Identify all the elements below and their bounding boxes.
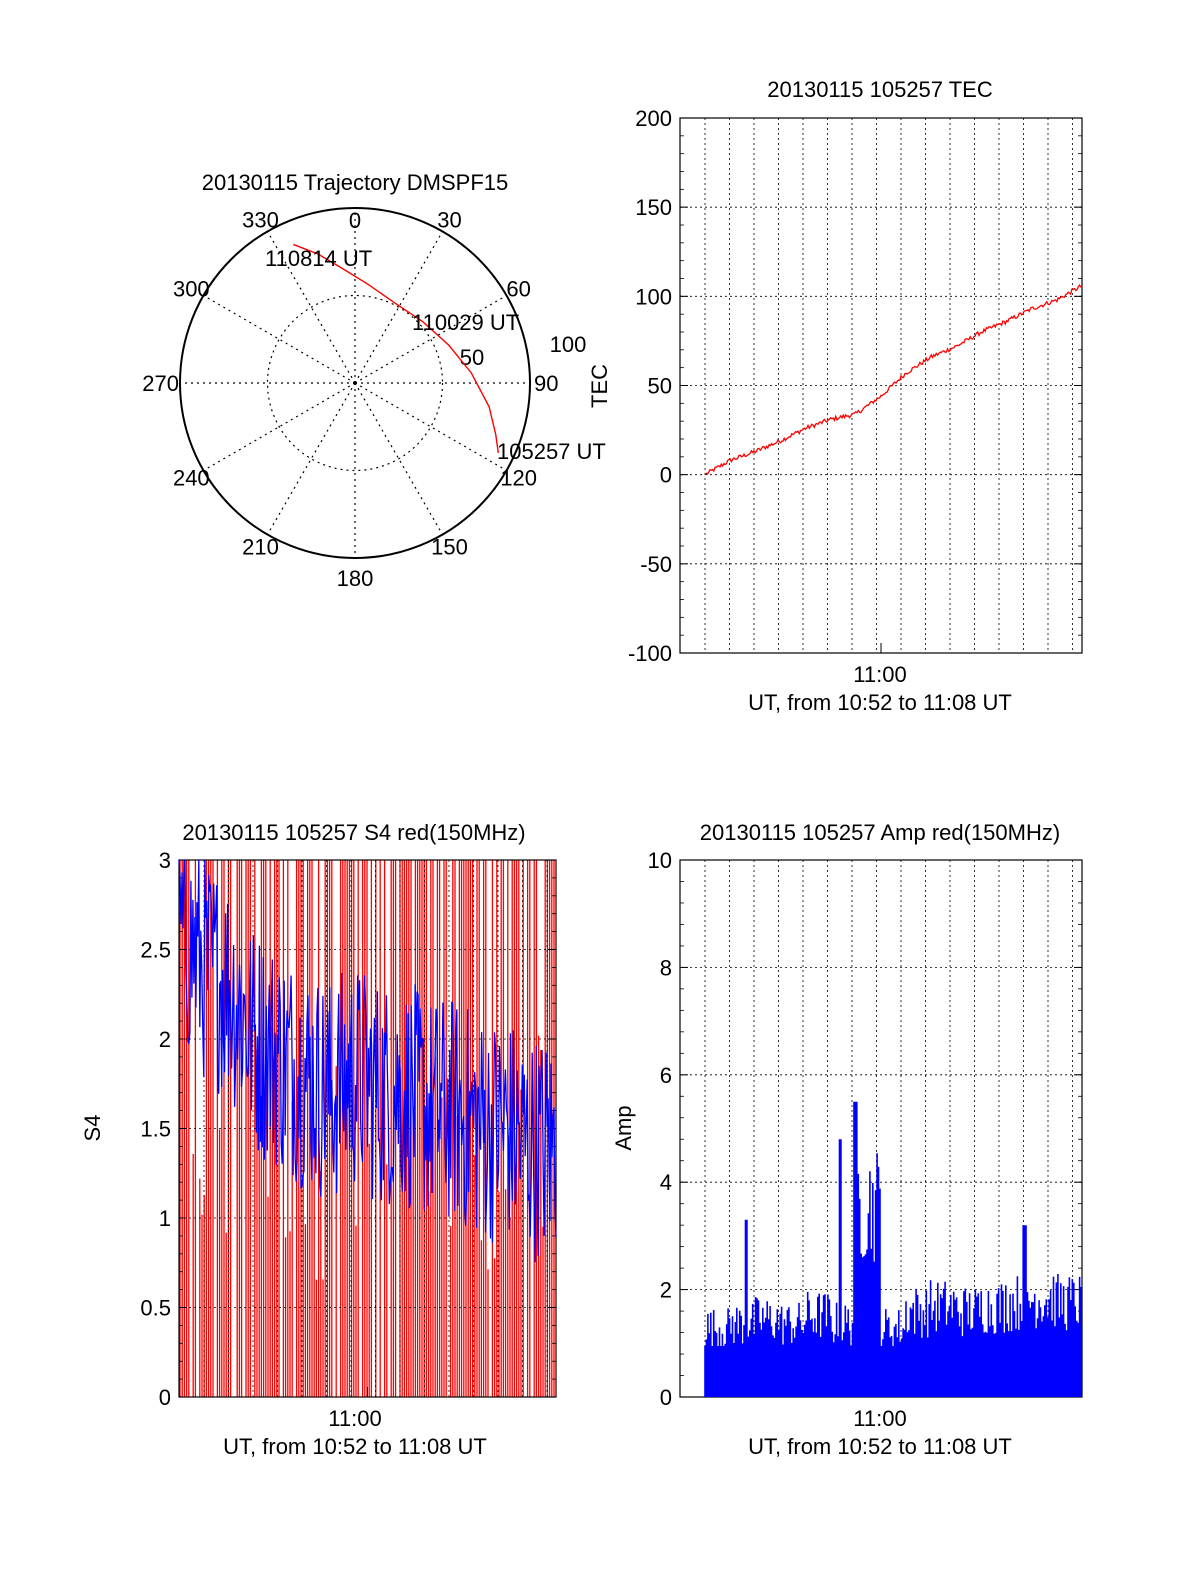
polar-spoke: [354, 382, 507, 472]
tec-ytick-label: 100: [635, 284, 672, 309]
polar-spoke: [203, 294, 356, 384]
polar-point-label: 105257 UT: [497, 439, 606, 464]
s4-ytick-label: 1.5: [140, 1117, 171, 1142]
polar-azimuth-label: 30: [437, 207, 461, 232]
amp-plot-area: 0 2 4 6 8 10: [648, 848, 1083, 1410]
polar-point-label: 110029 UT: [412, 310, 519, 335]
s4-ytick-label: 3: [159, 848, 171, 873]
polar-spoke: [354, 294, 507, 384]
s4-title: 20130115 105257 S4 red(150MHz): [182, 820, 525, 845]
polar-mid-circle: [266, 294, 444, 472]
tec-xlabel: UT, from 10:52 to 11:08 UT: [748, 690, 1012, 715]
s4-ylabel: S4: [80, 1115, 105, 1142]
amp-ytick-label: 6: [660, 1063, 672, 1088]
polar-azimuth-label: 120: [500, 466, 537, 491]
tec-plot-area: -100 -50 0 50 100 150 200: [628, 106, 1083, 666]
s4-ytick-label: 0: [159, 1385, 171, 1410]
polar-trajectory-line: [293, 243, 500, 453]
polar-azimuth-label: 210: [242, 535, 279, 560]
polar-title: 20130115 Trajectory DMSPF15: [202, 170, 509, 195]
polar-spoke: [203, 382, 356, 472]
polar-azimuth-label: 60: [506, 277, 530, 302]
polar-azimuth-label: 180: [337, 566, 374, 591]
tec-ytick-label: 150: [635, 195, 672, 220]
tec-ylabel: TEC: [587, 364, 612, 408]
polar-azimuth-labels: 0 30 60 90 120 150 180 210 240 270 300 330 50 100: [142, 207, 586, 591]
polar-azimuth-label: 270: [142, 371, 179, 396]
polar-azimuth-label: 150: [431, 535, 468, 560]
polar-azimuth-label: 0: [349, 208, 361, 233]
tec-xtick-label: 11:00: [853, 662, 906, 687]
polar-spoke: [266, 382, 356, 535]
polar-grid: [179, 207, 531, 559]
tec-ytick-label: 0: [660, 463, 672, 488]
amp-panel: 20130115 105257 Amp red(150MHz) Amp 11:0…: [611, 820, 1083, 1459]
s4-plot-area: 0 0.5 1 1.5 2 2.5 3: [140, 848, 557, 1410]
tec-panel: 20130115 105257 TEC TEC 11:00 UT, from 1…: [587, 77, 1083, 715]
polar-azimuth-label: 240: [173, 466, 210, 491]
polar-radius-label: 50: [460, 345, 484, 370]
polar-radius-label: 100: [550, 332, 587, 357]
amp-ytick-label: 4: [660, 1170, 672, 1195]
polar-azimuth-label: 300: [173, 277, 210, 302]
polar-spoke: [266, 231, 356, 384]
s4-ytick-label: 1: [159, 1206, 171, 1231]
tec-ytick-label: 50: [648, 374, 672, 399]
tec-ytick-label: -50: [640, 552, 672, 577]
amp-title: 20130115 105257 Amp red(150MHz): [700, 820, 1060, 845]
polar-azimuth-label: 330: [242, 207, 279, 232]
amp-ytick-label: 10: [648, 848, 672, 873]
polar-spoke: [354, 231, 444, 384]
tec-line: [704, 283, 1083, 476]
amp-ylabel: Amp: [611, 1105, 636, 1150]
polar-panel: 20130115 Trajectory DMSPF15 0 30 60 90 120 15…: [142, 170, 606, 591]
tec-title: 20130115 105257 TEC: [767, 77, 993, 102]
s4-ytick-label: 0.5: [140, 1296, 171, 1321]
s4-panel: 20130115 105257 S4 red(150MHz) S4 11:00 …: [80, 820, 557, 1459]
s4-ytick-label: 2.5: [140, 938, 171, 963]
tec-ytick-label: -100: [628, 641, 672, 666]
s4-xlabel: UT, from 10:52 to 11:08 UT: [223, 1434, 487, 1459]
amp-ytick-label: 2: [660, 1278, 672, 1303]
s4-xtick-label: 11:00: [328, 1406, 381, 1431]
polar-spoke: [354, 382, 444, 535]
polar-trajectory: 110814 UT 110029 UT 105257 UT: [265, 243, 606, 464]
s4-ytick-label: 2: [159, 1027, 171, 1052]
polar-azimuth-label: 90: [534, 371, 558, 396]
amp-xlabel: UT, from 10:52 to 11:08 UT: [748, 1434, 1012, 1459]
tec-ytick-label: 200: [635, 106, 672, 131]
s4-blue-series: [178, 859, 557, 1263]
amp-xtick-label: 11:00: [853, 1406, 906, 1431]
polar-point-label: 110814 UT: [265, 246, 372, 271]
amp-base-fill: [705, 1345, 1081, 1397]
amp-ytick-label: 8: [660, 955, 672, 980]
amp-ytick-label: 0: [660, 1385, 672, 1410]
